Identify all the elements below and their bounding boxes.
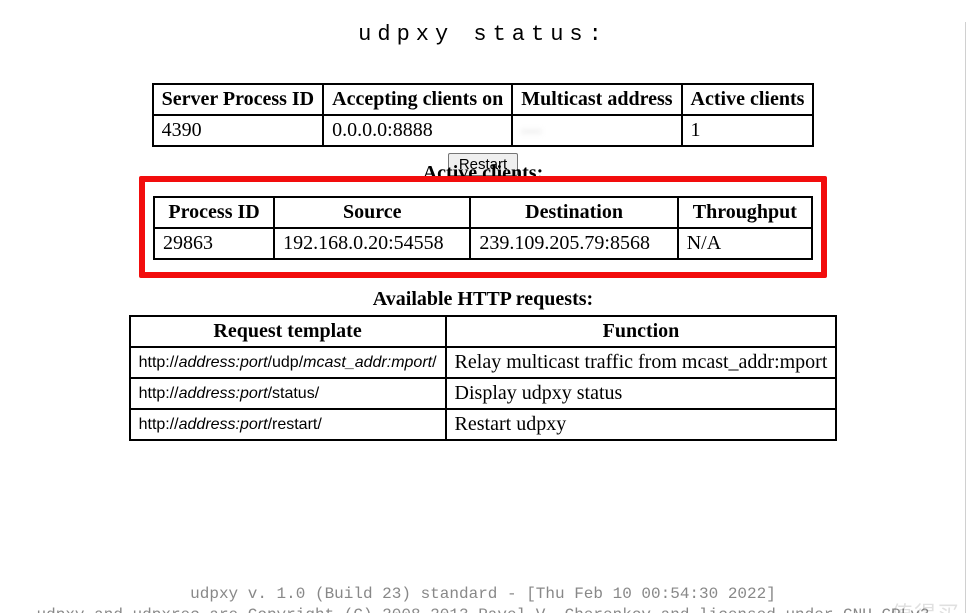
cell-server-pid: 4390 — [153, 115, 324, 146]
col-source: Source — [274, 197, 470, 228]
cell-accepting: 0.0.0.0:8888 — [323, 115, 512, 146]
col-server-pid: Server Process ID — [153, 84, 324, 115]
footer-version: udpxy v. 1.0 (Build 23) standard - [Thu … — [0, 584, 966, 606]
http-requests-row: http://address:port/udp/mcast_addr:mport… — [130, 347, 837, 378]
active-clients-row: 29863 192.168.0.20:54558 239.109.205.79:… — [154, 228, 812, 259]
cell-template: http://address:port/status/ — [130, 378, 446, 409]
col-proc-id: Process ID — [154, 197, 274, 228]
restart-button[interactable]: Restart — [448, 153, 518, 176]
http-requests-header-row: Request template Function — [130, 316, 837, 347]
col-template: Request template — [130, 316, 446, 347]
col-function: Function — [446, 316, 837, 347]
col-dest: Destination — [470, 197, 677, 228]
cell-throughput: N/A — [678, 228, 812, 259]
http-requests-row: http://address:port/status/ Display udpx… — [130, 378, 837, 409]
server-table-header-row: Server Process ID Accepting clients on M… — [153, 84, 814, 115]
page-title: udpxy status: — [0, 22, 966, 47]
cell-active: 1 — [682, 115, 814, 146]
http-requests-title: Available HTTP requests: — [0, 288, 966, 311]
cell-mcast-addr: — — [512, 115, 681, 146]
server-table: Server Process ID Accepting clients on M… — [152, 83, 815, 147]
footer: udpxy v. 1.0 (Build 23) standard - [Thu … — [0, 584, 966, 613]
cell-template: http://address:port/restart/ — [130, 409, 446, 440]
active-clients-table: Process ID Source Destination Throughput… — [153, 196, 813, 260]
http-requests-row: http://address:port/restart/ Restart udp… — [130, 409, 837, 440]
col-accepting: Accepting clients on — [323, 84, 512, 115]
cell-dest: 239.109.205.79:8568 — [470, 228, 677, 259]
cell-function: Display udpxy status — [446, 378, 837, 409]
cell-function: Restart udpxy — [446, 409, 837, 440]
cell-proc-id: 29863 — [154, 228, 274, 259]
active-clients-section: Active clients: Process ID Source Destin… — [139, 176, 827, 278]
col-active: Active clients — [682, 84, 814, 115]
cell-source: 192.168.0.20:54558 — [274, 228, 470, 259]
active-clients-header-row: Process ID Source Destination Throughput — [154, 197, 812, 228]
cell-template: http://address:port/udp/mcast_addr:mport… — [130, 347, 446, 378]
col-throughput: Throughput — [678, 197, 812, 228]
cell-function: Relay multicast traffic from mcast_addr:… — [446, 347, 837, 378]
server-table-row: 4390 0.0.0.0:8888 — 1 — [153, 115, 814, 146]
col-mcast-addr: Multicast address — [512, 84, 681, 115]
footer-copyright: udpxy and udpxrec are Copyright (C) 2008… — [0, 605, 966, 613]
http-requests-table: Request template Function http://address… — [129, 315, 838, 441]
